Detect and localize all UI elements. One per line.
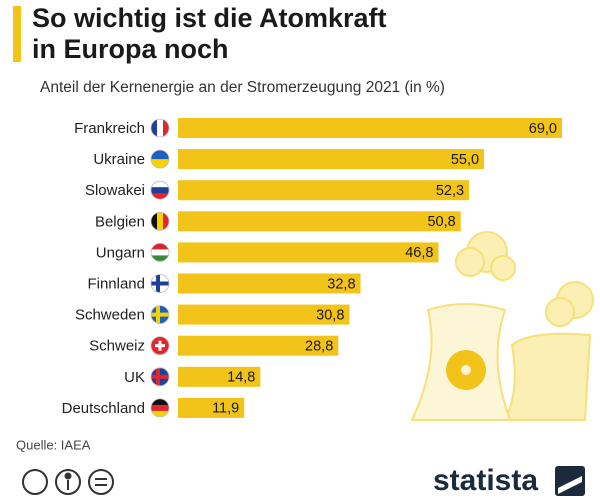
bar: [178, 397, 245, 418]
flag: [150, 149, 170, 169]
category-label: Deutschland: [62, 400, 145, 417]
flag-border: [150, 367, 170, 387]
bar: [178, 273, 361, 294]
flag: [150, 180, 170, 200]
chart-title: So wichtig ist die Atomkraft: [32, 3, 387, 33]
flag-stripe: [157, 212, 164, 231]
flag: [150, 242, 170, 262]
value-label: 50,8: [427, 214, 455, 230]
category-label: UK: [124, 369, 145, 386]
bar: [178, 211, 461, 232]
flag-border: [150, 149, 170, 169]
logo-mark: [558, 476, 582, 494]
flag-stripe: [151, 404, 169, 412]
bar: [178, 149, 485, 170]
chart-subtitle: Anteil der Kernenergie an der Stromerzeu…: [40, 79, 445, 96]
value-label: 55,0: [451, 152, 479, 168]
value-label: 32,8: [327, 276, 355, 292]
flag-stripe: [151, 243, 169, 250]
flag-fill: [151, 336, 169, 355]
flag-border: [150, 211, 170, 231]
flag: [150, 336, 170, 356]
flag-cross: [151, 312, 169, 317]
flag: [150, 211, 170, 231]
flag-border: [150, 274, 170, 293]
flag-fill: [151, 212, 169, 231]
category-label: Schweden: [75, 307, 145, 324]
value-label: 11,9: [212, 401, 239, 417]
flag-border: [150, 180, 170, 200]
flag-stripe: [163, 212, 169, 231]
flag-border: [150, 242, 170, 262]
flag-border: [150, 118, 170, 138]
flag-stripe: [151, 119, 158, 137]
plant-illustration: [410, 231, 594, 421]
value-label: 69,0: [529, 121, 557, 137]
flag-fill: [151, 367, 169, 386]
flag-stripe: [157, 119, 164, 137]
flag-border: [150, 305, 170, 325]
logo: statista: [433, 464, 538, 497]
category-label: Finnland: [87, 275, 145, 292]
flag: [150, 118, 170, 138]
bar: [178, 118, 562, 138]
title-accent: [13, 6, 21, 62]
flag-stripe: [151, 150, 169, 160]
flag-stripe: [163, 119, 169, 137]
value-label: 52,3: [436, 183, 464, 199]
flag-cross: [151, 374, 169, 379]
bar: [178, 242, 439, 263]
category-label: Ungarn: [96, 244, 145, 261]
value-label: 30,8: [316, 307, 344, 323]
flag-stripe: [151, 181, 169, 188]
flag-stripe: [151, 187, 169, 194]
flag-stripe: [151, 410, 169, 417]
flag: [150, 398, 170, 418]
value-label: 14,8: [227, 370, 255, 386]
value-label: 28,8: [305, 339, 333, 355]
chart-title: in Europa noch: [32, 34, 229, 64]
flag: [150, 367, 170, 387]
category-label: Ukraine: [93, 151, 145, 168]
flag-fill: [151, 119, 169, 137]
flag-fill: [151, 243, 169, 262]
value-label: 46,8: [405, 245, 433, 261]
category-label: Slowakei: [85, 182, 145, 199]
category-label: Schweiz: [89, 338, 145, 355]
category-label: Frankreich: [74, 120, 145, 137]
flag-border: [150, 398, 170, 418]
flag-fill: [151, 150, 169, 169]
bar: [178, 304, 350, 325]
flag: [150, 305, 170, 325]
flag-border: [150, 336, 170, 356]
bar: [178, 366, 261, 387]
flag-fill: [151, 398, 169, 417]
category-label: Belgien: [95, 213, 145, 230]
flag-stripe: [151, 398, 169, 406]
flag-stripe: [151, 255, 169, 262]
flag-fill: [151, 274, 169, 293]
license-icons: [22, 469, 114, 495]
flag-stripe: [151, 193, 169, 200]
flag-cross: [151, 281, 169, 286]
flag-cross: [155, 344, 165, 348]
flag-fill: [151, 181, 169, 200]
bar: [178, 180, 470, 201]
bar: [178, 335, 339, 356]
flag-stripe: [151, 212, 158, 231]
flag: [150, 274, 170, 293]
flag-stripe: [151, 249, 169, 256]
flag-fill: [151, 305, 169, 324]
source: Quelle: IAEA: [16, 437, 91, 452]
flag-stripe: [151, 159, 169, 169]
